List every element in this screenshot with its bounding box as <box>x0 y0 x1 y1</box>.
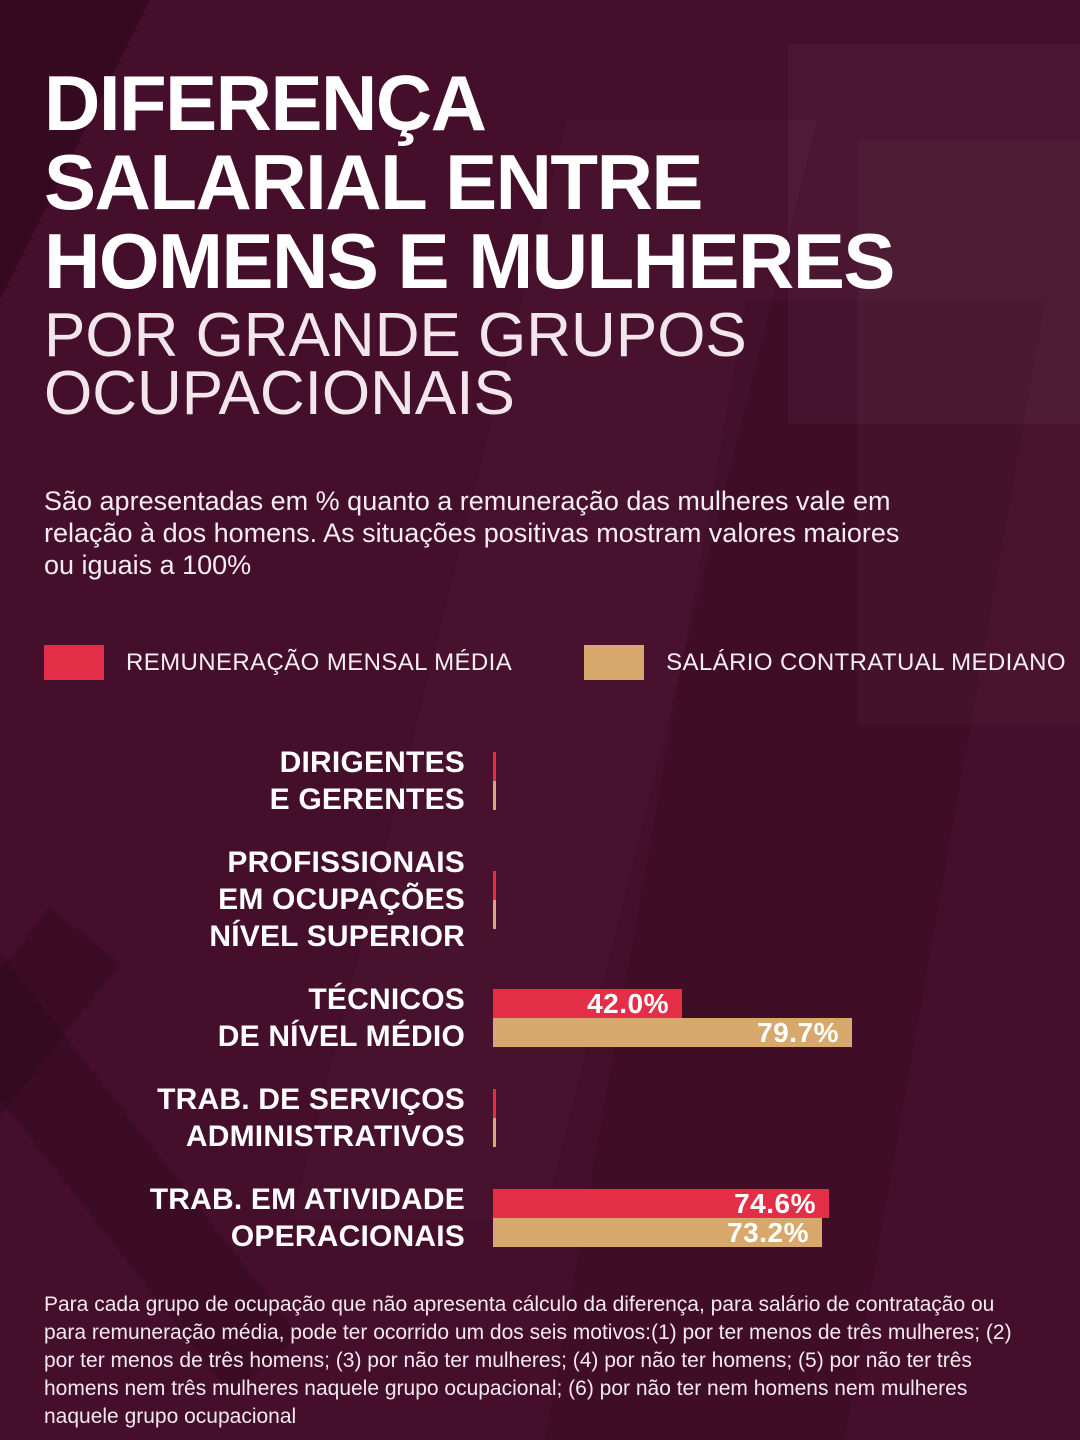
title-line: HOMENS E MULHERES <box>44 217 895 305</box>
chart-row: TRAB. DE SERVIÇOS ADMINISTRATIVOS <box>44 1081 1036 1155</box>
subtitle-line: OCUPACIONAIS <box>44 359 515 428</box>
title-line: SALARIAL ENTRE <box>44 138 703 226</box>
page-subtitle: POR GRANDE GRUPOS OCUPACIONAIS <box>44 301 1036 428</box>
bar: 42.0% <box>493 987 682 1019</box>
bar-no-data-tick <box>493 899 496 929</box>
bar-value-label: 42.0% <box>587 987 669 1019</box>
bar-value-label: 73.2% <box>727 1216 809 1248</box>
chart-row: DIRIGENTES E GERENTES <box>44 744 1036 818</box>
bar-no-data-tick <box>493 781 496 810</box>
category-bars: 74.6% 73.2% <box>493 1187 1036 1248</box>
bar-no-data-tick <box>493 1089 496 1118</box>
title-line: DIFERENÇA <box>44 59 487 147</box>
bar: 74.6% <box>493 1187 829 1219</box>
bar-no-data-tick <box>493 1118 496 1147</box>
legend-swatch <box>44 645 104 680</box>
chart-description: São apresentadas em % quanto a remuneraç… <box>44 486 900 580</box>
category-bars <box>493 870 1036 929</box>
chart-row: TÉCNICOS DE NÍVEL MÉDIO 42.0% 79.7% <box>44 981 1036 1055</box>
category-label: DIRIGENTES E GERENTES <box>269 746 465 816</box>
category-bars <box>493 752 1036 810</box>
page-title: DIFERENÇA SALARIAL ENTRE HOMENS E MULHER… <box>44 64 1036 301</box>
category-bars: 42.0% 79.7% <box>493 987 1036 1048</box>
subtitle-line: POR GRANDE GRUPOS <box>44 301 747 370</box>
bar-value-label: 74.6% <box>734 1187 816 1219</box>
chart-legend: REMUNERAÇÃO MENSAL MÉDIA SALÁRIO CONTRATU… <box>44 645 1066 680</box>
category-label: PROFISSIONAIS EM OCUPAÇÕES NÍVEL SUPERIOR <box>209 846 465 953</box>
legend-swatch <box>584 645 645 680</box>
bar: 79.7% <box>493 1016 852 1048</box>
category-label: TÉCNICOS DE NÍVEL MÉDIO <box>217 983 465 1053</box>
category-bars <box>493 1089 1036 1147</box>
bar: 73.2% <box>493 1216 822 1248</box>
chart-row: PROFISSIONAIS EM OCUPAÇÕES NÍVEL SUPERIOR <box>44 844 1036 955</box>
legend-item: REMUNERAÇÃO MENSAL MÉDIA <box>44 645 512 680</box>
category-label: TRAB. DE SERVIÇOS ADMINISTRATIVOS <box>157 1083 465 1153</box>
bar-value-label: 79.7% <box>757 1016 839 1048</box>
bar-no-data-tick <box>493 752 496 781</box>
legend-item: SALÁRIO CONTRATUAL MEDIANO <box>584 645 1066 680</box>
legend-label: REMUNERAÇÃO MENSAL MÉDIA <box>126 648 513 676</box>
bar-no-data-tick <box>493 870 496 900</box>
legend-label: SALÁRIO CONTRATUAL MEDIANO <box>666 648 1066 676</box>
category-label: TRAB. EM ATIVIDADE OPERACIONAIS <box>149 1183 465 1253</box>
chart-row: TRAB. EM ATIVIDADE OPERACIONAIS 74.6% 73.2% <box>44 1181 1036 1255</box>
chart: DIRIGENTES E GERENTES PROFISSIONAIS EM OCUP… <box>44 744 1036 1255</box>
footnote: Para cada grupo de ocupação que não apre… <box>44 1293 1012 1428</box>
